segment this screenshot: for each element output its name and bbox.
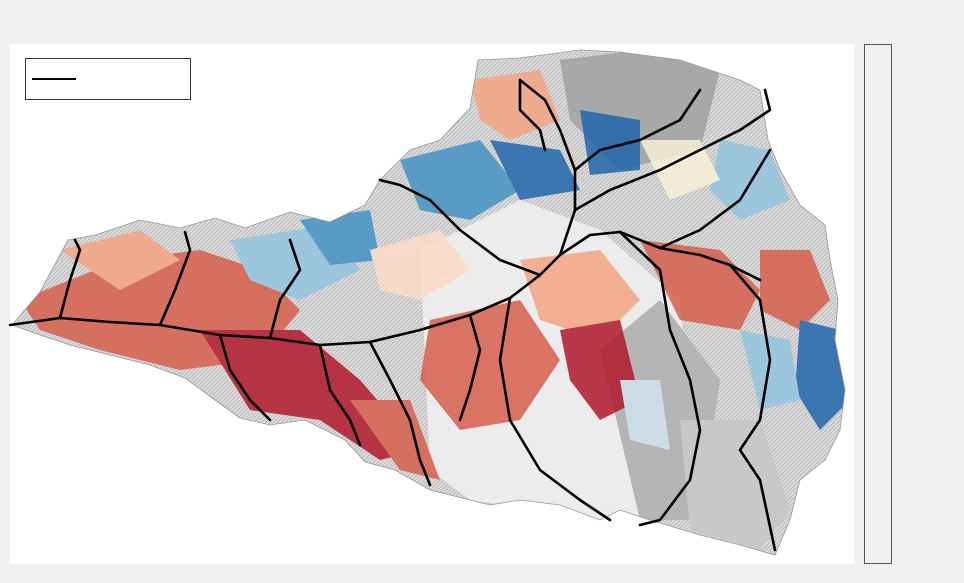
road-branch-east [658,148,772,250]
road-branch-west-4 [318,343,362,447]
road-branch-north-2 [573,88,702,172]
road-branch-north [518,78,577,257]
road-branch-mid [458,313,482,422]
road-branch-west-2 [158,230,192,327]
legend-line-symbol [32,78,76,80]
road-branch-west-1 [58,238,82,320]
region-boundary [11,49,846,556]
existing-roads [8,78,777,552]
road-branch-west-6 [268,238,302,340]
road-branch-west-3 [218,333,272,422]
score-overlay [20,70,845,480]
road-branch-north-3 [518,78,547,152]
road-branch-south-east [618,230,702,527]
road-branch-upper [378,178,542,277]
road-branch-west-5 [368,340,432,487]
map-legend [25,58,191,100]
road-branch-south-center [498,296,612,522]
road-branch-northeast [573,88,772,212]
road-branch-far-east [728,263,777,552]
colorbar [864,44,892,564]
